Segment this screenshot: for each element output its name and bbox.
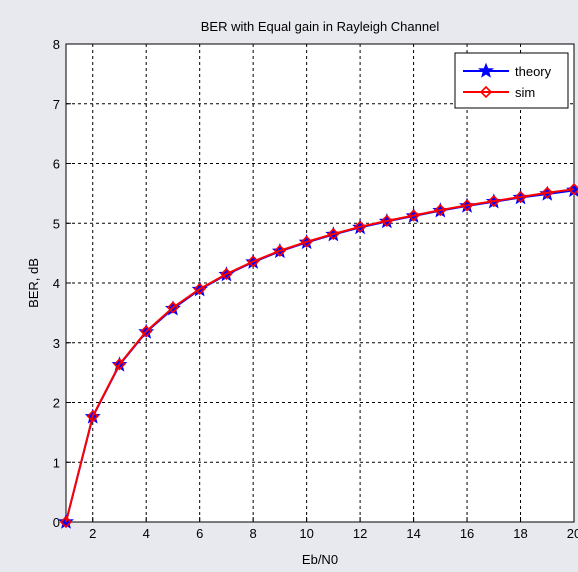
legend: theory sim <box>455 53 568 108</box>
x-tick-label: 12 <box>353 526 367 541</box>
y-tick-label: 1 <box>53 455 60 470</box>
y-tick-label: 3 <box>53 336 60 351</box>
y-tick-label: 6 <box>53 157 60 172</box>
legend-sim-label: sim <box>515 85 535 100</box>
y-tick-label: 7 <box>53 97 60 112</box>
x-tick-label: 16 <box>460 526 474 541</box>
x-tick-label: 6 <box>196 526 203 541</box>
x-tick-label: 2 <box>89 526 96 541</box>
x-tick-label: 10 <box>299 526 313 541</box>
y-tick-label: 8 <box>53 37 60 52</box>
y-tick-label: 5 <box>53 216 60 231</box>
x-tick-label: 14 <box>406 526 420 541</box>
legend-box <box>455 53 568 108</box>
y-tick-label: 2 <box>53 396 60 411</box>
y-tick-label: 0 <box>53 515 60 530</box>
legend-theory-label: theory <box>515 64 552 79</box>
x-tick-label: 4 <box>143 526 150 541</box>
y-tick-label: 4 <box>53 276 60 291</box>
x-tick-label: 20 <box>567 526 578 541</box>
x-tick-label: 8 <box>250 526 257 541</box>
chart-title: BER with Equal gain in Rayleigh Channel <box>201 19 440 34</box>
y-axis-label: BER, dB <box>26 258 41 308</box>
x-axis-label: Eb/N0 <box>302 552 338 567</box>
x-tick-label: 18 <box>513 526 527 541</box>
